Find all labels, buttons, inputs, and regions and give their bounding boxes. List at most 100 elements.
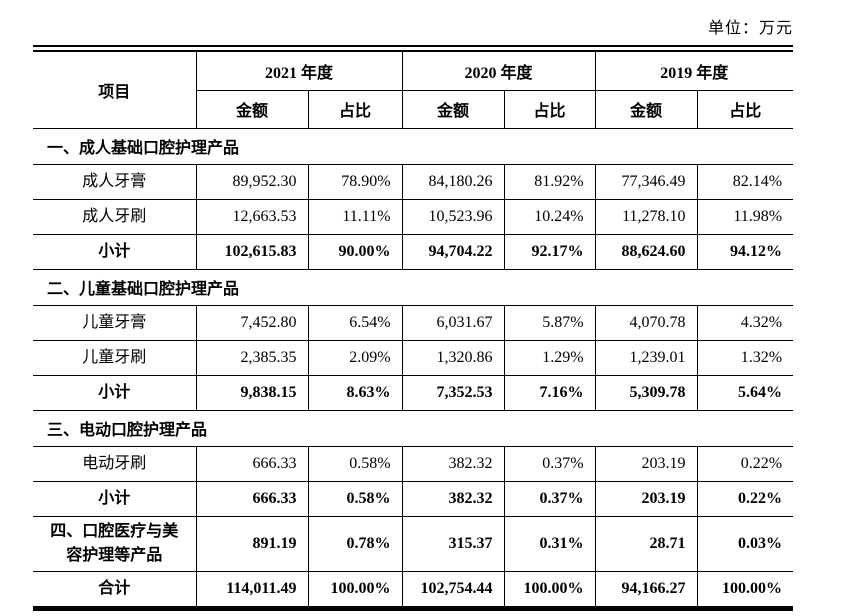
amount-cell: 7,452.80 [195,304,309,341]
ratio-cell: 100.00% [503,570,596,606]
amount-cell: 77,346.49 [594,163,698,200]
section-row: 三、电动口腔护理产品 [33,409,794,447]
amount-cell: 9,838.15 [195,374,309,411]
ratio-cell: 0.03% [696,515,794,572]
ratio-cell: 82.14% [696,163,794,200]
data-row: 电动牙刷 666.33 0.58% 382.32 0.37% 203.19 0.22% [33,445,794,482]
amount-cell: 203.19 [594,480,698,517]
amount-cell: 89,952.30 [195,163,309,200]
amount-cell: 114,011.49 [195,570,309,606]
ratio-cell: 7.16% [503,374,596,411]
ratio-cell: 92.17% [503,233,596,270]
row-label-cell: 成人牙膏 [33,163,197,200]
ratio-cell: 0.22% [696,480,794,517]
ratio-cell: 11.11% [307,198,403,235]
data-row: 成人牙刷 12,663.53 11.11% 10,523.96 10.24% 11,278… [33,198,794,235]
amount-cell: 4,070.78 [594,304,698,341]
ratio-cell: 1.29% [503,339,596,376]
row-label-cell: 儿童牙膏 [33,304,197,341]
ratio-cell: 10.24% [503,198,596,235]
ratio-cell: 0.31% [503,515,596,572]
amount-cell: 10,523.96 [401,198,505,235]
ratio-cell: 90.00% [307,233,403,270]
row-label-cell: 合计 [33,570,197,606]
section-row: 一、成人基础口腔护理产品 [33,127,794,165]
ratio-cell: 6.54% [307,304,403,341]
amount-cell: 28.71 [594,515,698,572]
header-item: 项目 [33,52,197,129]
ratio-cell: 2.09% [307,339,403,376]
header-year-2019: 2019 年度 [594,52,794,91]
amount-cell: 94,166.27 [594,570,698,606]
ratio-cell: 0.37% [503,480,596,517]
unit-label: 单位：万元 [707,20,793,37]
amount-cell: 6,031.67 [401,304,505,341]
amount-cell: 102,754.44 [401,570,505,606]
subtotal-row: 小计 102,615.83 90.00% 94,704.22 92.17% 88,624.… [33,233,794,270]
amount-cell: 1,320.86 [401,339,505,376]
amount-cell: 382.32 [401,445,505,482]
row-label-cell: 二、儿童基础口腔护理产品 [33,268,794,306]
ratio-cell: 0.58% [307,480,403,517]
header-year-2020: 2020 年度 [401,52,596,91]
amount-cell: 891.19 [195,515,309,572]
amount-cell: 94,704.22 [401,233,505,270]
amount-cell: 1,239.01 [594,339,698,376]
amount-cell: 12,663.53 [195,198,309,235]
amount-cell: 666.33 [195,445,309,482]
amount-cell: 5,309.78 [594,374,698,411]
row-label-cell: 小计 [33,480,197,517]
row-label-cell: 三、电动口腔护理产品 [33,409,794,447]
row-label-cell: 儿童牙刷 [33,339,197,376]
ratio-cell: 94.12% [696,233,794,270]
data-row: 儿童牙膏 7,452.80 6.54% 6,031.67 5.87% 4,070.78 4.… [33,304,794,341]
ratio-cell: 78.90% [307,163,403,200]
header-amount-2020: 金额 [401,89,505,129]
row-label-cell: 一、成人基础口腔护理产品 [33,127,794,165]
header-ratio-2019: 占比 [696,89,794,129]
ratio-cell: 5.87% [503,304,596,341]
row-label-cell: 小计 [33,374,197,411]
ratio-cell: 0.22% [696,445,794,482]
section-row: 二、儿童基础口腔护理产品 [33,268,794,306]
row-label-cell: 电动牙刷 [33,445,197,482]
amount-cell: 315.37 [401,515,505,572]
header-amount-2019: 金额 [594,89,698,129]
table-body: 一、成人基础口腔护理产品 成人牙膏 89,952.30 78.90% 84,180.26… [33,127,794,606]
amount-cell: 88,624.60 [594,233,698,270]
row-label-cell: 四、口腔医疗与美容护理等产品 [33,515,197,572]
subtotal-row: 小计 666.33 0.58% 382.32 0.37% 203.19 0.22% [33,480,794,517]
ratio-cell: 100.00% [307,570,403,606]
ratio-cell: 11.98% [696,198,794,235]
category-total-row: 四、口腔医疗与美容护理等产品 891.19 0.78% 315.37 0.31% 28.7… [33,515,794,572]
amount-cell: 2,385.35 [195,339,309,376]
ratio-cell: 81.92% [503,163,596,200]
ratio-cell: 1.32% [696,339,794,376]
amount-cell: 666.33 [195,480,309,517]
data-row: 成人牙膏 89,952.30 78.90% 84,180.26 81.92% 77,346… [33,163,794,200]
ratio-cell: 0.78% [307,515,403,572]
table-header: 项目 2021 年度 2020 年度 2019 年度 金额 占比 金额 占比 金… [33,52,794,129]
data-row: 儿童牙刷 2,385.35 2.09% 1,320.86 1.29% 1,239.01 1.… [33,339,794,376]
header-row-years: 项目 2021 年度 2020 年度 2019 年度 [33,52,794,129]
ratio-cell: 5.64% [696,374,794,411]
amount-cell: 84,180.26 [401,163,505,200]
ratio-cell: 0.58% [307,445,403,482]
amount-cell: 382.32 [401,480,505,517]
amount-cell: 11,278.10 [594,198,698,235]
header-year-2021: 2021 年度 [195,52,403,91]
total-row: 合计 114,011.49 100.00% 102,754.44 100.00% 94,1… [33,570,794,606]
row-label-cell: 成人牙刷 [33,198,197,235]
ratio-cell: 8.63% [307,374,403,411]
revenue-table-wrapper: 项目 2021 年度 2020 年度 2019 年度 金额 占比 金额 占比 金… [33,45,794,611]
header-ratio-2021: 占比 [307,89,403,129]
amount-cell: 102,615.83 [195,233,309,270]
ratio-cell: 100.00% [696,570,794,606]
ratio-cell: 4.32% [696,304,794,341]
revenue-table: 项目 2021 年度 2020 年度 2019 年度 金额 占比 金额 占比 金… [33,52,794,606]
ratio-cell: 0.37% [503,445,596,482]
header-amount-2021: 金额 [196,89,309,129]
subtotal-row: 小计 9,838.15 8.63% 7,352.53 7.16% 5,309.78 5.64… [33,374,794,411]
amount-cell: 7,352.53 [401,374,505,411]
